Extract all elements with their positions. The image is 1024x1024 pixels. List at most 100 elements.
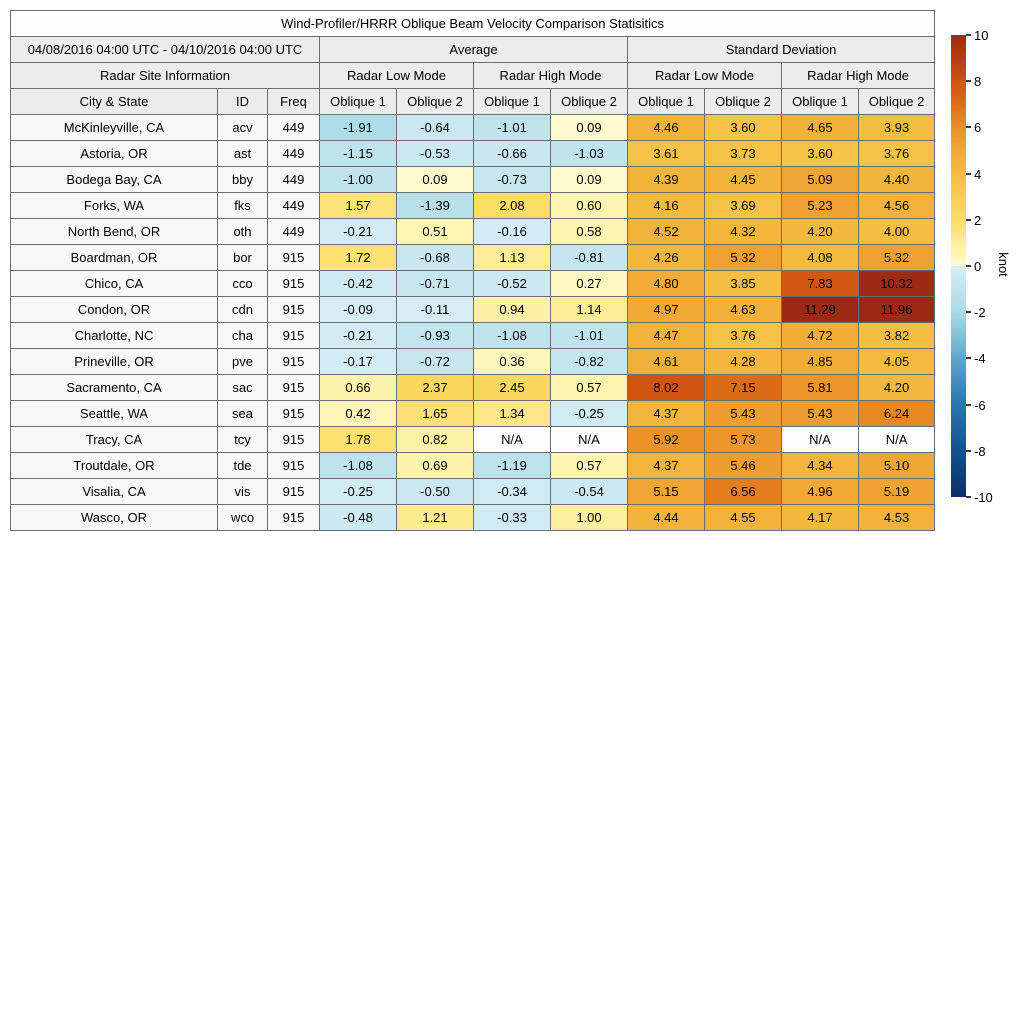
value-cell: 0.58 xyxy=(550,218,628,245)
colorbar-tick-label: 4 xyxy=(974,166,982,182)
date-range-label: 04/08/2016 04:00 UTC - 04/10/2016 04:00 … xyxy=(10,36,320,63)
comparison-statistics-table: Wind-Profiler/HRRR Oblique Beam Velocity… xyxy=(9,10,936,531)
colorbar-tickmark xyxy=(966,265,971,267)
colorbar-tickmark xyxy=(966,126,971,129)
city-cell: Sacramento, CA xyxy=(10,374,218,401)
city-cell: Astoria, OR xyxy=(10,140,218,167)
table-row: Wasco, OR wco 915 -0.48 1.21 -0.33 1.00 4.44 4.5… xyxy=(10,504,936,531)
value-cell: 5.81 xyxy=(781,374,859,401)
value-cell: -0.11 xyxy=(396,296,474,323)
value-cell: 4.96 xyxy=(781,478,859,505)
value-cell: -0.50 xyxy=(396,478,474,505)
id-cell: bor xyxy=(217,244,268,271)
value-cell: 8.02 xyxy=(627,374,705,401)
oblique-column-header: Oblique 1 xyxy=(473,88,551,115)
table-row: Condon, OR cdn 915 -0.09 -0.11 0.94 1.14 4.97 4.… xyxy=(10,296,936,323)
city-cell: Bodega Bay, CA xyxy=(10,166,218,193)
value-cell: 4.85 xyxy=(781,348,859,375)
table-row: Charlotte, NC cha 915 -0.21 -0.93 -1.08 -1.01 4… xyxy=(10,322,936,349)
value-cell: 0.69 xyxy=(396,452,474,479)
colorbar-tickmark xyxy=(966,403,971,406)
value-cell: 10.32 xyxy=(857,270,936,297)
value-cell: 0.57 xyxy=(550,452,628,479)
oblique-column-header: Oblique 1 xyxy=(781,88,859,115)
city-cell: North Bend, OR xyxy=(10,218,218,245)
value-cell: -0.54 xyxy=(550,478,628,505)
value-cell: -0.42 xyxy=(319,270,397,297)
value-cell: 3.60 xyxy=(704,114,782,141)
value-cell: 4.28 xyxy=(704,348,782,375)
freq-cell: 915 xyxy=(267,452,320,479)
value-cell: 1.72 xyxy=(319,244,397,271)
value-cell: 11.29 xyxy=(781,296,859,323)
value-cell: 4.45 xyxy=(704,166,782,193)
colorbar-tickmark xyxy=(966,496,971,498)
id-cell: fks xyxy=(217,192,268,219)
value-cell: 1.78 xyxy=(319,426,397,453)
id-cell: bby xyxy=(217,166,268,193)
value-cell: -0.17 xyxy=(319,348,397,375)
value-cell: 1.34 xyxy=(473,400,551,427)
avg-high-mode-header: Radar High Mode xyxy=(473,62,628,89)
value-cell: 4.46 xyxy=(627,114,705,141)
freq-cell: 449 xyxy=(267,218,320,245)
city-state-column-header: City & State xyxy=(10,88,218,115)
freq-cell: 915 xyxy=(267,426,320,453)
id-cell: oth xyxy=(217,218,268,245)
colorbar-unit-label: knot xyxy=(995,252,1011,277)
value-cell: 0.42 xyxy=(319,400,397,427)
value-cell: 4.56 xyxy=(857,192,936,219)
value-cell: 4.17 xyxy=(781,504,859,531)
oblique-column-header: Oblique 2 xyxy=(550,88,628,115)
id-cell: tcy xyxy=(217,426,268,453)
site-info-header: Radar Site Information xyxy=(10,62,320,89)
value-cell: 4.34 xyxy=(781,452,859,479)
value-cell: 5.19 xyxy=(857,478,936,505)
freq-cell: 915 xyxy=(267,504,320,531)
value-cell: 5.43 xyxy=(704,400,782,427)
value-cell: 4.40 xyxy=(857,166,936,193)
city-cell: Chico, CA xyxy=(10,270,218,297)
value-cell: -0.52 xyxy=(473,270,551,297)
value-cell: -1.19 xyxy=(473,452,551,479)
value-cell: 4.61 xyxy=(627,348,705,375)
value-cell: 0.82 xyxy=(396,426,474,453)
table-row: Astoria, OR ast 449 -1.15 -0.53 -0.66 -1.03 3.6… xyxy=(10,140,936,167)
colorbar-tickmark xyxy=(966,449,971,452)
value-cell: 0.60 xyxy=(550,192,628,219)
id-cell: sea xyxy=(217,400,268,427)
city-cell: Tracy, CA xyxy=(10,426,218,453)
colorbar-tickmark xyxy=(966,172,971,175)
value-cell: -1.03 xyxy=(550,140,628,167)
city-cell: Troutdale, OR xyxy=(10,452,218,479)
value-cell: 3.60 xyxy=(781,140,859,167)
value-cell: 4.08 xyxy=(781,244,859,271)
value-cell: 1.14 xyxy=(550,296,628,323)
id-column-header: ID xyxy=(217,88,268,115)
colorbar-tickmark xyxy=(966,218,971,221)
value-cell: 5.92 xyxy=(627,426,705,453)
std-high-mode-header: Radar High Mode xyxy=(780,62,936,89)
colorbar-tick-label: -8 xyxy=(974,443,986,459)
value-cell: 2.37 xyxy=(396,374,474,401)
value-cell: 0.27 xyxy=(550,270,628,297)
value-cell: 4.16 xyxy=(627,192,705,219)
id-cell: tde xyxy=(217,452,268,479)
value-cell: 4.55 xyxy=(704,504,782,531)
column-header-row: City & State ID Freq Oblique 1 Oblique 2… xyxy=(10,88,936,115)
city-cell: Prineville, OR xyxy=(10,348,218,375)
value-cell: 0.09 xyxy=(550,114,628,141)
value-cell: 3.76 xyxy=(857,140,936,167)
id-cell: wco xyxy=(217,504,268,531)
value-cell: 6.56 xyxy=(704,478,782,505)
value-cell: 4.26 xyxy=(627,244,705,271)
value-cell: 3.85 xyxy=(704,270,782,297)
freq-cell: 915 xyxy=(267,400,320,427)
value-cell: 6.24 xyxy=(857,400,936,427)
table-row: North Bend, OR oth 449 -0.21 0.51 -0.16 0.58 4.… xyxy=(10,218,936,245)
oblique-column-header: Oblique 2 xyxy=(704,88,782,115)
id-cell: pve xyxy=(217,348,268,375)
value-cell: 0.66 xyxy=(319,374,397,401)
city-cell: Wasco, OR xyxy=(10,504,218,531)
colorbar-tickmark xyxy=(966,80,971,83)
